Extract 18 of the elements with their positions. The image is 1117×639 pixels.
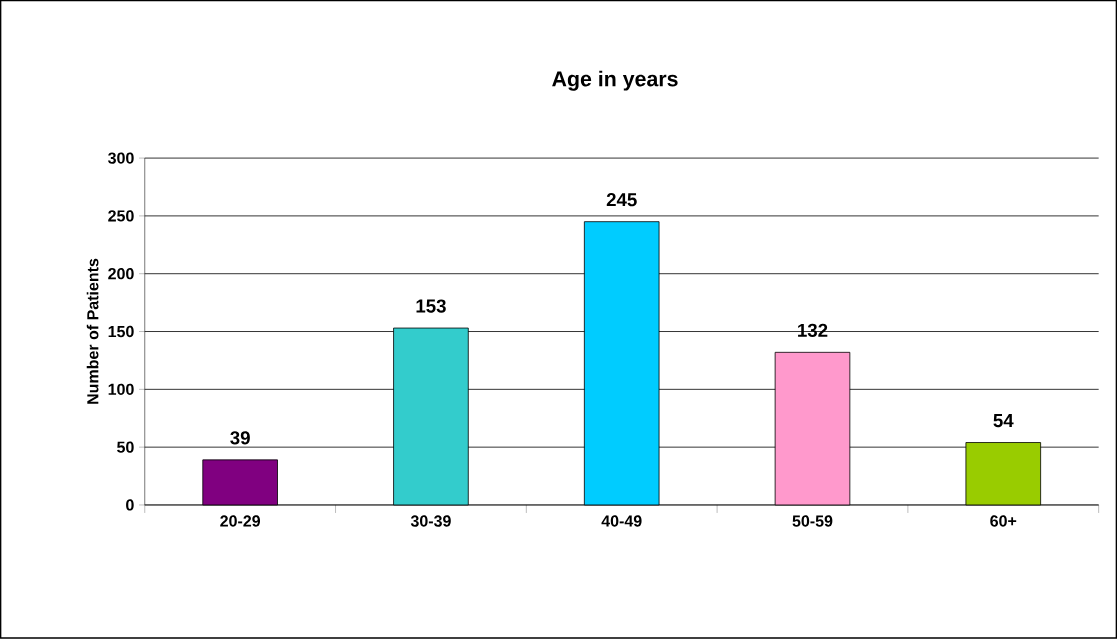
y-tick-label: 250 bbox=[108, 210, 134, 222]
chart-title: Age in years bbox=[552, 70, 678, 91]
y-tick-label: 300 bbox=[108, 152, 134, 164]
x-tick-label: 20-29 bbox=[220, 515, 261, 527]
y-tick-label: 100 bbox=[108, 383, 134, 396]
y-axis-title: Number of Patients bbox=[86, 258, 99, 404]
x-tick-label: 50-59 bbox=[792, 515, 833, 527]
data-label: 245 bbox=[606, 193, 637, 207]
y-tick-label: 0 bbox=[126, 499, 134, 511]
y-tick-label: 50 bbox=[117, 441, 134, 453]
x-tick-label: 30-39 bbox=[410, 515, 451, 527]
x-tick-label: 40-49 bbox=[601, 515, 642, 527]
data-label: 39 bbox=[230, 431, 250, 445]
x-tick-label: 60+ bbox=[990, 515, 1017, 527]
data-label: 153 bbox=[416, 299, 446, 313]
data-label: 54 bbox=[993, 414, 1014, 428]
y-tick-label: 200 bbox=[108, 268, 134, 280]
y-tick-label: 150 bbox=[108, 326, 134, 338]
